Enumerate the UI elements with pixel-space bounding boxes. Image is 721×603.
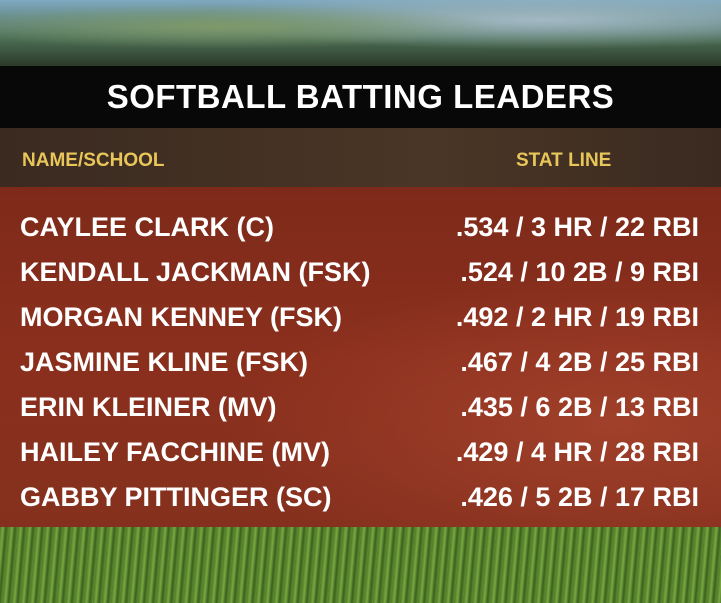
stat-line: .435 / 6 2B / 13 RBI bbox=[460, 392, 699, 422]
table-row: JASMINE KLINE (FSK) .467 / 4 2B / 25 RBI bbox=[0, 339, 721, 383]
title-band: SOFTBALL BATTING LEADERS bbox=[0, 66, 721, 128]
table-row: CAYLEE CLARK (C) .534 / 3 HR / 22 RBI bbox=[0, 204, 721, 248]
stat-line: .492 / 2 HR / 19 RBI bbox=[455, 302, 699, 332]
background-sky bbox=[0, 0, 721, 66]
table-row: HAILEY FACCHINE (MV) .429 / 4 HR / 28 RBI bbox=[0, 429, 721, 473]
stat-line: .426 / 5 2B / 17 RBI bbox=[460, 482, 699, 512]
table-panel: CAYLEE CLARK (C) .534 / 3 HR / 22 RBI KEND… bbox=[0, 187, 721, 527]
player-name: KENDALL JACKMAN (FSK) bbox=[20, 257, 371, 287]
background-grass bbox=[0, 527, 721, 603]
player-name: MORGAN KENNEY (FSK) bbox=[20, 302, 343, 332]
table-row: GABBY PITTINGER (SC) .426 / 5 2B / 17 RBI bbox=[0, 474, 721, 518]
player-name: GABBY PITTINGER (SC) bbox=[20, 482, 332, 512]
title: SOFTBALL BATTING LEADERS bbox=[106, 78, 615, 115]
stat-line: .524 / 10 2B / 9 RBI bbox=[460, 257, 699, 287]
player-name: CAYLEE CLARK (C) bbox=[20, 212, 275, 242]
table-row: MORGAN KENNEY (FSK) .492 / 2 HR / 19 RBI bbox=[0, 294, 721, 338]
column-header: NAME/SCHOOL bbox=[22, 150, 165, 171]
stat-line: .467 / 4 2B / 25 RBI bbox=[460, 347, 699, 377]
table-row: KENDALL JACKMAN (FSK) .524 / 10 2B / 9 RB… bbox=[0, 249, 721, 293]
table-row: ERIN KLEINER (MV) .435 / 6 2B / 13 RBI bbox=[0, 384, 721, 428]
player-name: HAILEY FACCHINE (MV) bbox=[20, 437, 331, 467]
header-band: NAME/SCHOOL STAT LINE bbox=[0, 128, 721, 187]
stat-line: .534 / 3 HR / 22 RBI bbox=[455, 212, 699, 242]
player-name: ERIN KLEINER (MV) bbox=[20, 392, 277, 422]
player-name: JASMINE KLINE (FSK) bbox=[20, 347, 309, 377]
column-header: STAT LINE bbox=[516, 150, 612, 171]
stat-line: .429 / 4 HR / 28 RBI bbox=[455, 437, 699, 467]
